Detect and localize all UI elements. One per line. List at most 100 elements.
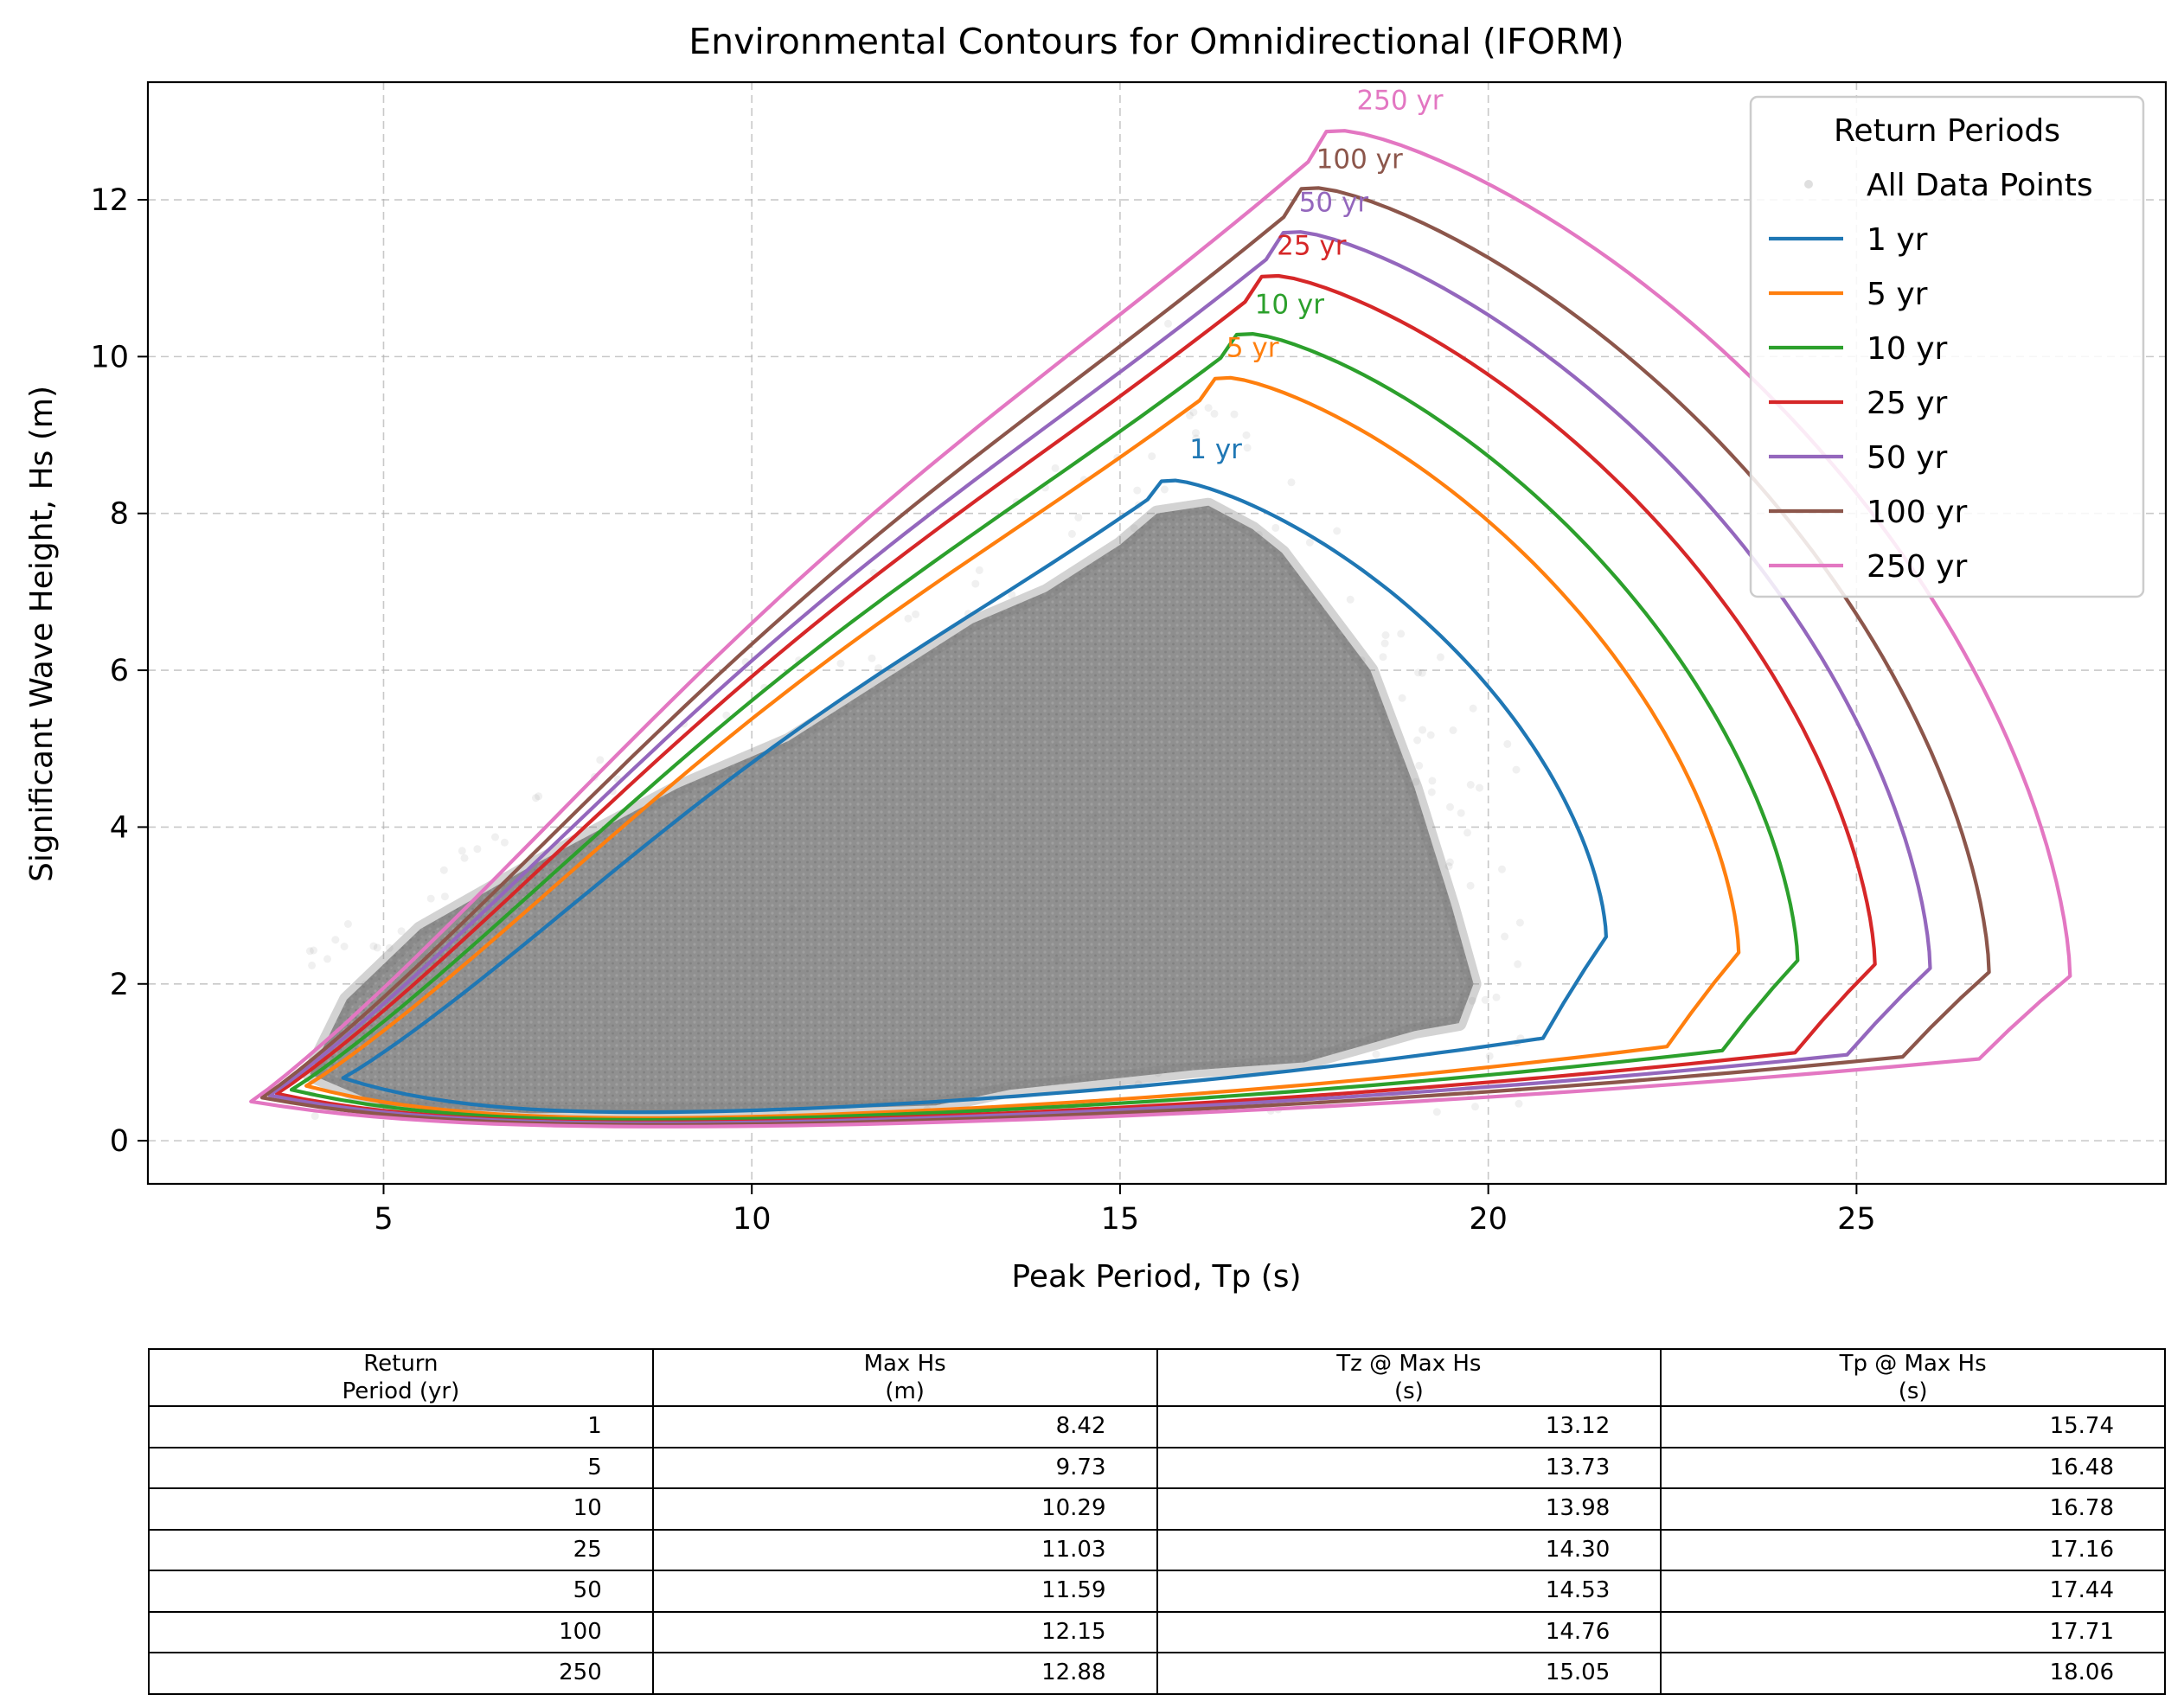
scatter-point	[1242, 582, 1251, 591]
scatter-point	[1492, 993, 1501, 1001]
scatter-point	[1160, 485, 1169, 494]
scatter-point	[1446, 803, 1454, 811]
scatter-point	[1116, 955, 1124, 963]
scatter-point	[711, 829, 720, 838]
table-body: 1 8.42 13.12 15.74 5 9.73 13.73 16.48 10 10.29 13.…	[148, 1405, 2166, 1695]
scatter-point	[1204, 404, 1213, 412]
scatter-points	[302, 319, 1525, 1122]
table-header-text: Max Hs	[863, 1351, 946, 1377]
scatter-point	[892, 1007, 900, 1015]
scatter-point	[1185, 685, 1194, 694]
scatter-point	[1226, 848, 1234, 857]
table-header-text: Period (yr)	[342, 1378, 460, 1404]
scatter-point	[1153, 802, 1161, 810]
scatter-point	[409, 1037, 418, 1046]
scatter-point	[387, 964, 395, 973]
contour-line-1yr	[341, 478, 1608, 1115]
scatter-point	[516, 1046, 524, 1054]
scatter-point	[560, 917, 568, 925]
scatter-point	[1333, 527, 1342, 535]
scatter-point	[1092, 811, 1100, 820]
scatter-point	[1025, 847, 1034, 855]
scatter-point	[1189, 408, 1198, 417]
table-cell: 14.30	[1156, 1528, 1662, 1571]
scatter-point	[596, 756, 605, 764]
scatter-point	[484, 998, 493, 1007]
scatter-point	[996, 701, 1004, 710]
scatter-point	[441, 1048, 450, 1057]
scatter-point	[1190, 717, 1199, 726]
y-tick-label: 2	[110, 968, 129, 1002]
scatter-point	[995, 975, 1003, 982]
scatter-point	[1449, 726, 1457, 734]
scatter-point	[797, 796, 806, 804]
scatter-point	[557, 1031, 566, 1039]
scatter-point	[1231, 913, 1239, 922]
table-cell: 16.48	[1660, 1446, 2166, 1489]
scatter-point	[924, 1041, 932, 1050]
scatter-point	[1192, 701, 1201, 710]
scatter-point	[596, 914, 605, 923]
scatter-point	[1067, 529, 1076, 538]
scatter-point	[1239, 886, 1247, 895]
table-cell: 13.12	[1156, 1405, 1662, 1448]
scatter-point	[1186, 579, 1194, 588]
legend-box	[1749, 95, 2145, 598]
scatter-point	[864, 901, 873, 910]
table-cell: 13.73	[1156, 1446, 1662, 1489]
scatter-point	[1140, 796, 1149, 804]
scatter-point	[1432, 1108, 1441, 1116]
scatter-point	[1137, 649, 1146, 657]
scatter-point	[558, 918, 567, 926]
scatter-point	[750, 950, 759, 958]
contour-label: 50 yr	[1299, 188, 1369, 219]
scatter-point	[1065, 598, 1073, 606]
chart-title: Environmental Contours for Omnidirection…	[689, 21, 1624, 62]
scatter-point	[460, 854, 469, 862]
scatter-point	[1436, 653, 1444, 662]
scatter-point	[1232, 679, 1240, 687]
scatter-point	[450, 978, 458, 987]
table-cell: 15.74	[1660, 1405, 2166, 1448]
table-cell: 15.05	[1156, 1652, 1662, 1695]
scatter-point	[1126, 592, 1135, 600]
scatter-point	[491, 833, 499, 841]
scatter-point	[1077, 758, 1085, 765]
scatter-point	[500, 1007, 508, 1015]
scatter-point	[706, 778, 714, 787]
table-cell: 16.78	[1660, 1487, 2166, 1531]
scatter-point	[411, 1086, 420, 1095]
scatter-point	[1412, 777, 1420, 786]
table-cell: 5	[148, 1446, 654, 1489]
scatter-point	[1342, 876, 1350, 885]
table-header-cell: Tz @ Max Hs (s)	[1156, 1348, 1662, 1407]
legend-label: 50 yr	[1867, 440, 1948, 476]
table-header-text: (s)	[1393, 1378, 1424, 1404]
scatter-point	[760, 773, 769, 781]
scatter-point	[1090, 1019, 1098, 1027]
scatter-point	[970, 863, 978, 872]
scatter-point	[526, 1100, 535, 1109]
scatter-point	[1293, 959, 1302, 968]
table-header-text: (m)	[885, 1378, 925, 1404]
table-cell: 14.76	[1156, 1610, 1662, 1653]
scatter-point	[1380, 639, 1389, 648]
scatter-point	[790, 1050, 798, 1058]
scatter-point	[1323, 911, 1331, 920]
scatter-point	[1503, 739, 1512, 748]
scatter-point	[1457, 809, 1465, 817]
contour-line-25yr	[274, 273, 1877, 1124]
scatter-point	[601, 942, 610, 950]
scatter-point	[361, 980, 369, 988]
scatter-point	[830, 778, 839, 787]
scatter-point	[1148, 452, 1156, 461]
scatter-point	[1414, 668, 1423, 677]
scatter-point	[988, 793, 996, 802]
scatter-point	[1367, 964, 1376, 973]
scatter-point	[1287, 478, 1296, 487]
scatter-point	[826, 958, 835, 967]
scatter-point	[1235, 812, 1244, 821]
scatter-point	[1167, 518, 1175, 527]
scatter-point	[1302, 598, 1310, 607]
